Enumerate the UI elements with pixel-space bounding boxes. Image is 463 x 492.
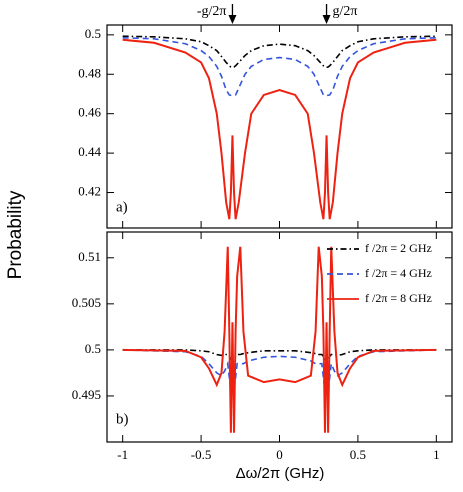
x-tick-label: 0.5 [350, 447, 366, 462]
y-axis-label: Probability [5, 190, 26, 279]
y-tick-label: 0.44 [78, 144, 101, 159]
y-tick-label: 0.51 [78, 249, 101, 264]
x-tick-label: 0 [276, 447, 283, 462]
annotation-text: -g/2π [197, 4, 227, 19]
y-tick-label: 0.5 [85, 341, 101, 356]
data-line [122, 349, 437, 392]
y-tick-label: 0.495 [72, 387, 101, 402]
panel-a-frame [106, 24, 453, 229]
y-tick-label: 0.48 [78, 65, 101, 80]
legend-label: f /2π = 8 GHz [365, 291, 432, 305]
legend-label: f /2π = 4 GHz [365, 266, 432, 280]
x-tick-label: -1 [117, 447, 128, 462]
y-tick-label: 0.5 [85, 26, 101, 41]
legend-label: f /2π = 2 GHz [365, 241, 432, 255]
x-tick-label: -0.5 [191, 447, 212, 462]
annotation-arrowhead [228, 15, 237, 24]
data-line [122, 37, 437, 97]
y-tick-label: 0.46 [78, 105, 101, 120]
x-axis-label: Δω/2π (GHz) [236, 465, 325, 482]
data-line [122, 35, 437, 69]
data-line [122, 38, 437, 220]
panel-b-frame [106, 231, 453, 443]
y-tick-label: 0.42 [78, 184, 101, 199]
x-tick-label: 1 [433, 447, 440, 462]
data-line [122, 246, 437, 433]
data-line [122, 349, 437, 361]
y-tick-label: 0.505 [72, 295, 101, 310]
annotation-arrowhead [322, 15, 331, 24]
annotation-text: g/2π [333, 4, 358, 19]
panel-label: b) [116, 411, 129, 427]
panel-label: a) [116, 199, 128, 215]
